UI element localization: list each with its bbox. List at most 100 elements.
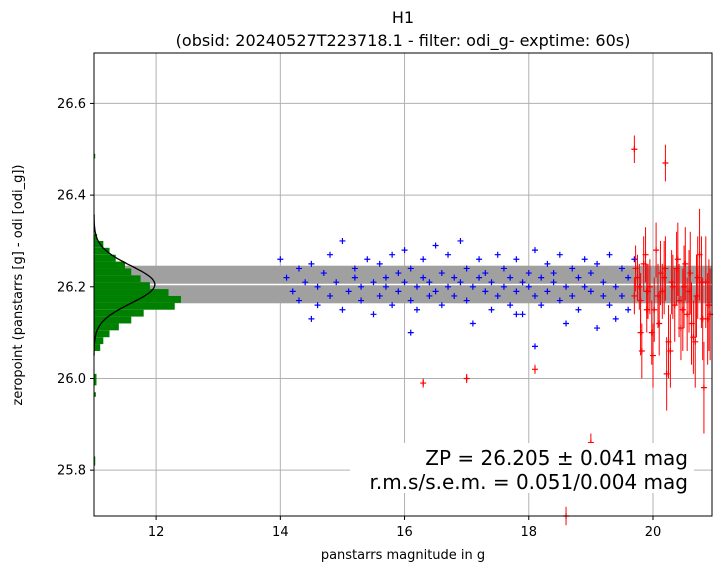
used-point <box>370 279 377 286</box>
used-point <box>488 306 495 313</box>
y-tick-label: 26.4 <box>57 189 86 204</box>
rejected-point <box>631 292 638 299</box>
rejected-point <box>638 347 645 354</box>
rejected-point <box>637 329 644 336</box>
rejected-point <box>681 283 688 290</box>
used-point <box>513 311 520 318</box>
used-point <box>451 274 458 281</box>
used-point <box>575 306 582 313</box>
rejected-point <box>637 297 644 304</box>
used-point <box>407 329 414 336</box>
x-tick-label: 20 <box>645 525 662 540</box>
used-point <box>283 274 290 281</box>
used-point <box>600 292 607 299</box>
used-point <box>426 279 433 286</box>
used-point <box>494 292 501 299</box>
zeropoint-annotation: ZP = 26.205 ± 0.041 mag <box>425 446 688 470</box>
used-point <box>333 279 340 286</box>
used-point <box>308 315 315 322</box>
used-point <box>494 251 501 258</box>
rejected-point <box>642 251 649 258</box>
histogram-bar <box>94 323 119 331</box>
rejected-point <box>667 347 674 354</box>
used-point <box>351 274 358 281</box>
used-point <box>339 306 346 313</box>
used-point <box>569 265 576 272</box>
used-point <box>358 297 365 304</box>
y-tick-label: 26.2 <box>57 280 86 295</box>
used-point <box>631 256 638 263</box>
used-point <box>407 297 414 304</box>
histogram-outlier-bar <box>94 373 97 386</box>
used-point <box>389 302 396 309</box>
rejected-point <box>668 279 675 286</box>
used-point <box>538 302 545 309</box>
rejected-point <box>663 370 670 377</box>
used-point <box>438 270 445 277</box>
histogram-layer <box>93 153 181 466</box>
used-point <box>581 256 588 263</box>
used-point <box>426 292 433 299</box>
rejected-point <box>704 315 711 322</box>
used-point <box>469 283 476 290</box>
used-point <box>500 265 507 272</box>
rejected-point <box>632 265 639 272</box>
used-point <box>407 265 414 272</box>
annotation-bg-1 <box>404 443 694 467</box>
used-point <box>314 302 321 309</box>
used-point <box>463 265 470 272</box>
used-point <box>401 279 408 286</box>
rejected-point <box>694 274 701 281</box>
rejected-point <box>682 260 689 267</box>
used-point <box>420 274 427 281</box>
used-point <box>308 260 315 267</box>
rms-annotation: r.m.s/s.e.m. = 0.051/0.004 mag <box>369 470 688 494</box>
used-point <box>513 256 520 263</box>
used-point <box>488 279 495 286</box>
rejected-point <box>700 384 707 391</box>
rejected-point <box>674 256 681 263</box>
histogram-bar <box>94 234 98 241</box>
used-point <box>612 283 619 290</box>
used-point <box>395 270 402 277</box>
x-tick-label: 16 <box>396 525 413 540</box>
histogram-outlier-bar <box>94 392 96 397</box>
used-point <box>327 292 334 299</box>
rejected-point <box>648 329 655 336</box>
histogram-bar <box>94 275 141 283</box>
used-point <box>351 265 358 272</box>
used-point <box>575 274 582 281</box>
rejected-point <box>673 265 680 272</box>
used-point <box>376 260 383 267</box>
used-point <box>438 302 445 309</box>
histogram-bar <box>94 344 101 351</box>
x-axis-label: panstarrs magnitude in g <box>321 548 485 563</box>
used-point <box>519 279 526 286</box>
histogram-bar <box>94 254 116 262</box>
used-point <box>476 274 483 281</box>
rejected-point <box>531 366 538 373</box>
used-point <box>581 283 588 290</box>
rejected-point <box>669 283 676 290</box>
histogram-bar <box>94 337 104 345</box>
used-point <box>538 274 545 281</box>
used-point <box>556 251 563 258</box>
used-point <box>395 288 402 295</box>
used-point <box>544 260 551 267</box>
used-point <box>513 288 520 295</box>
used-point <box>625 306 632 313</box>
used-point <box>389 251 396 258</box>
used-point <box>500 283 507 290</box>
used-point <box>295 297 302 304</box>
used-point <box>606 302 613 309</box>
used-point <box>507 302 514 309</box>
rejected-point <box>656 320 663 327</box>
used-point <box>544 288 551 295</box>
gaussian-fit-curve <box>93 214 156 356</box>
used-point <box>618 292 625 299</box>
used-point <box>594 260 601 267</box>
rejected-point <box>653 247 660 254</box>
used-point <box>432 242 439 249</box>
used-point <box>457 279 464 286</box>
